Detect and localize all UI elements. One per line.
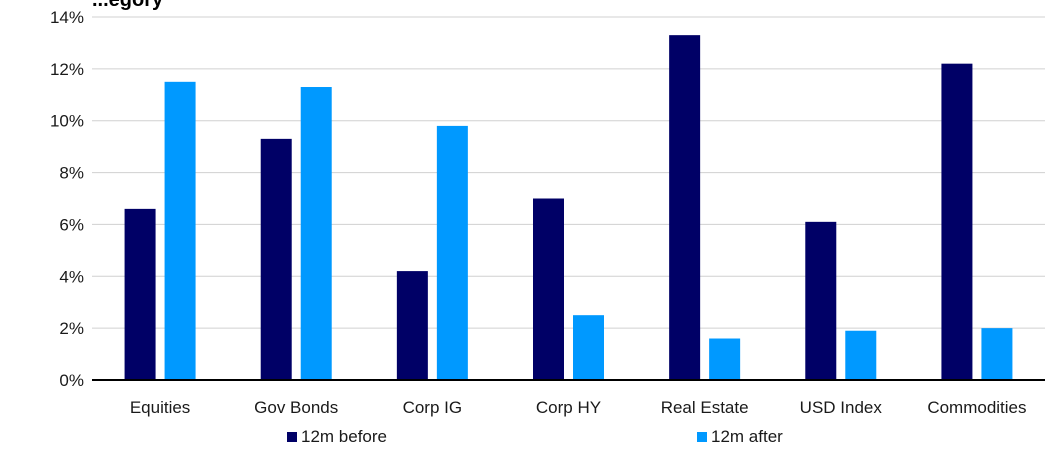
y-tick-label: 10% bbox=[50, 112, 84, 131]
legend-swatch bbox=[287, 432, 297, 442]
x-tick-label: USD Index bbox=[800, 398, 883, 417]
bar-after bbox=[981, 328, 1013, 380]
y-tick-label: 4% bbox=[59, 267, 84, 286]
bar-before bbox=[805, 221, 837, 380]
x-tick-label: Equities bbox=[130, 398, 190, 417]
chart-title-fragment: ...egory bbox=[92, 0, 164, 11]
y-tick-label: 12% bbox=[50, 60, 84, 79]
x-tick-label: Real Estate bbox=[661, 398, 749, 417]
y-tick-label: 2% bbox=[59, 319, 84, 338]
y-tick-label: 0% bbox=[59, 371, 84, 390]
gridlines bbox=[92, 16, 1045, 329]
legend-swatch bbox=[697, 432, 707, 442]
y-tick-label: 14% bbox=[50, 8, 84, 27]
bar-after bbox=[709, 338, 741, 380]
legend-label: 12m before bbox=[301, 427, 387, 446]
y-tick-label: 6% bbox=[59, 215, 84, 234]
bar-after bbox=[164, 81, 196, 381]
x-tick-label: Gov Bonds bbox=[254, 398, 338, 417]
legend-label: 12m after bbox=[711, 427, 783, 446]
bar-before bbox=[669, 35, 701, 381]
bars bbox=[124, 35, 1013, 381]
bar-before bbox=[533, 198, 564, 380]
x-tick-label: Commodities bbox=[927, 398, 1026, 417]
legend: 12m before 12m after bbox=[287, 427, 783, 446]
bar-after bbox=[573, 315, 604, 380]
y-tick-label: 8% bbox=[59, 164, 84, 183]
x-tick-label: Corp IG bbox=[403, 398, 463, 417]
bar-after bbox=[300, 87, 332, 380]
bar-after bbox=[845, 330, 877, 380]
bar-after bbox=[436, 125, 468, 381]
bar-before bbox=[396, 271, 428, 380]
bar-before bbox=[941, 63, 973, 381]
x-tick-label: Corp HY bbox=[536, 398, 601, 417]
bar-before bbox=[260, 138, 292, 380]
x-axis-tick-labels: Equities Gov Bonds Corp IG Corp HY Real Esta… bbox=[130, 398, 1027, 417]
bar-before bbox=[124, 208, 156, 380]
y-axis-tick-labels: 0% 2% 4% 6% 8% 10% 12% 14% bbox=[50, 8, 84, 390]
